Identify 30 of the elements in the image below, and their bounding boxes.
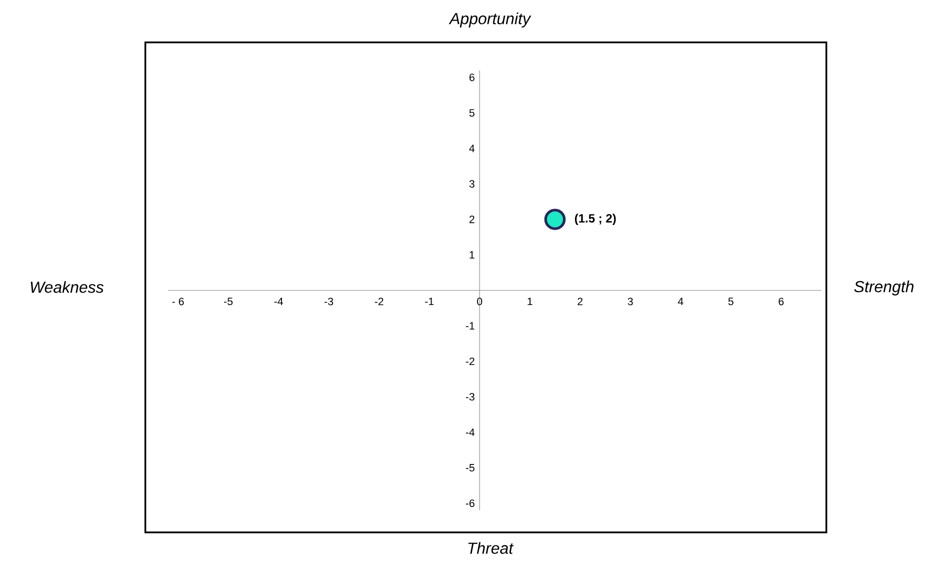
x-tick-label: 2 [578,298,583,306]
y-tick-label: -5 [466,464,474,472]
x-tick-label: 0 [477,298,482,306]
y-tick-label: 3 [469,180,474,188]
x-tick-label: -2 [374,298,384,306]
y-tick-label: 5 [469,109,474,117]
text: Threat [468,542,514,554]
text: Apportunity [448,12,532,28]
y-tick-label: 6 [470,74,474,82]
x-tick-label: 4 [678,298,684,306]
text: Strength [854,280,914,296]
y-tick-label: -2 [466,358,474,366]
y-tick-label: 1 [470,251,474,259]
annotation: (1.5 ; 2) [574,214,616,225]
y-tick-label: -4 [466,428,475,436]
x-tick-label: - 6 [172,298,184,306]
x-tick-label: 5 [728,298,734,306]
x-tick-label: -1 [425,298,434,306]
y-tick-label: 2 [470,216,474,224]
x-tick-label: 3 [628,298,633,306]
y-tick-label: -3 [466,393,474,401]
x-tick-label: 6 [778,298,784,306]
x-tick-label: 1 [528,298,532,306]
y-tick-label: -6 [466,499,474,508]
x-tick-label: -4 [274,298,284,306]
y-tick-label: -1 [466,322,474,330]
x-tick-label: -5 [224,298,233,306]
y-tick-label: 4 [469,144,475,152]
x-tick-label: -3 [324,298,334,306]
text: Weakness [30,281,104,293]
